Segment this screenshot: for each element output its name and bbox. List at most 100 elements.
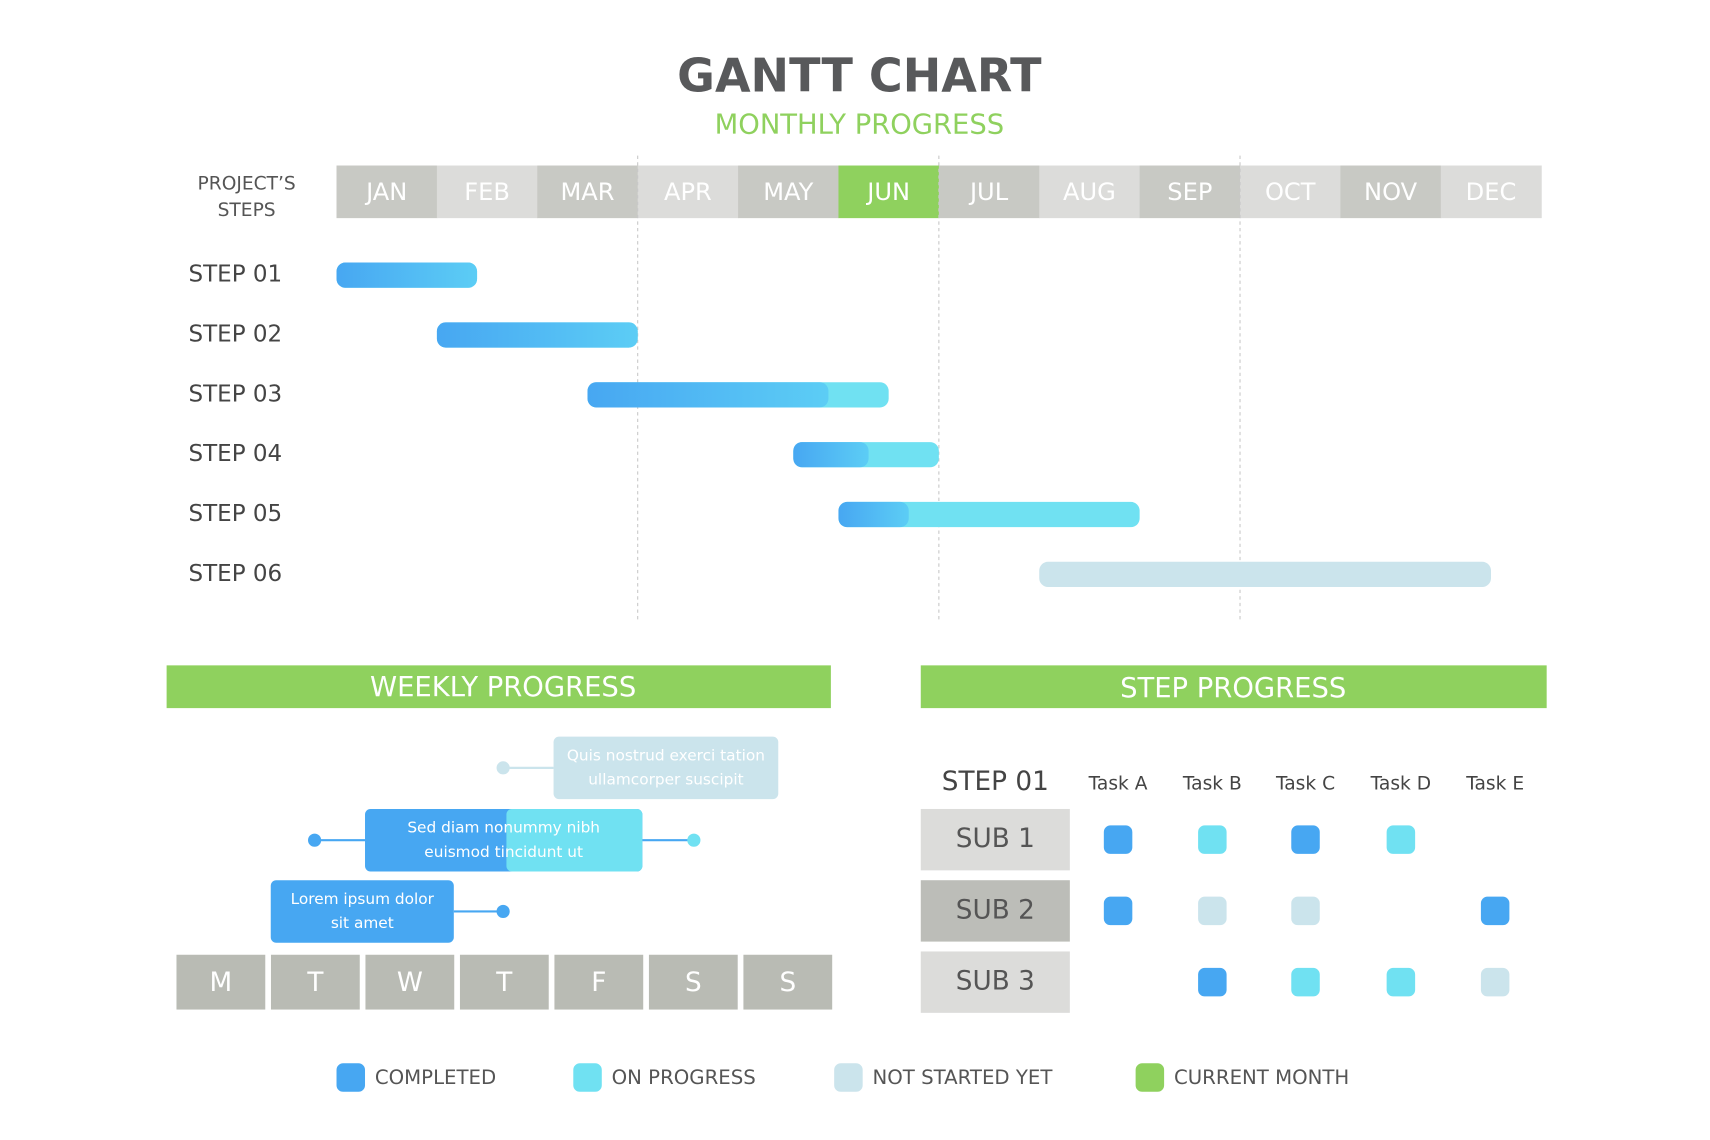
month-cell <box>738 165 840 219</box>
day-cell <box>459 954 549 1010</box>
task-column: Task B <box>1182 773 1242 794</box>
weekly-title: WEEKLY PROGRESS <box>370 672 636 703</box>
day-cell <box>270 954 360 1010</box>
row-header: PROJECT’S <box>198 174 296 195</box>
task-column: Task E <box>1465 773 1524 794</box>
note-text: sit amet <box>331 914 394 932</box>
note-dot <box>496 904 510 919</box>
month-label: DEC <box>1466 178 1517 206</box>
legend-swatch <box>1135 1063 1165 1092</box>
day-cell <box>365 954 455 1010</box>
row-header: STEPS <box>218 200 276 221</box>
chart-title: GANTT CHART <box>677 48 1042 102</box>
month-label: MAY <box>763 178 813 206</box>
step-title: STEP PROGRESS <box>1120 673 1346 704</box>
task-done-bar <box>436 322 638 348</box>
task-done-bar <box>336 262 478 288</box>
day-cell <box>743 954 833 1010</box>
sub-cell <box>920 808 1070 871</box>
legend-label: CURRENT MONTH <box>1174 1066 1349 1089</box>
month-label: NOV <box>1364 178 1418 206</box>
day-label: S <box>779 968 796 998</box>
status-cell <box>1291 896 1320 926</box>
task-column: Task A <box>1088 773 1148 794</box>
month-cell <box>1039 165 1141 219</box>
task-column: Task C <box>1275 773 1335 794</box>
legend-label: COMPLETED <box>375 1066 496 1089</box>
month-cell <box>1240 165 1341 219</box>
status-cell <box>1103 825 1133 854</box>
note-text: ullamcorper suscipit <box>588 770 743 788</box>
month-cell <box>938 165 1040 219</box>
note-box <box>553 736 779 800</box>
weekly-header <box>166 665 831 709</box>
month-label: JUL <box>968 178 1009 206</box>
step-header <box>920 665 1547 709</box>
step-label: STEP 06 <box>189 561 283 587</box>
month-label: JUN <box>865 178 910 206</box>
month-label: SEP <box>1167 178 1212 206</box>
note-box <box>270 880 454 943</box>
day-label: T <box>495 968 513 998</box>
day-label: W <box>397 968 423 998</box>
step-label: STEP 04 <box>189 441 283 467</box>
note-text: euismod tincidunt ut <box>424 843 583 861</box>
step-label: STEP 05 <box>189 501 283 527</box>
month-cell <box>1139 165 1241 219</box>
task-bar <box>1039 561 1491 587</box>
step-label: STEP 01 <box>189 262 283 288</box>
month-label: FEB <box>464 178 510 206</box>
note-box-part <box>506 808 643 872</box>
month-label: APR <box>664 178 712 206</box>
step-label: STEP 02 <box>189 321 283 347</box>
status-cell <box>1198 896 1227 926</box>
legend-swatch <box>834 1063 863 1092</box>
legend-label: NOT STARTED YET <box>873 1066 1054 1089</box>
day-cell <box>648 954 738 1010</box>
note-dot <box>308 833 322 847</box>
status-cell <box>1480 896 1510 926</box>
status-cell <box>1291 825 1320 854</box>
task-column: Task D <box>1370 773 1431 794</box>
legend-swatch <box>573 1063 602 1092</box>
month-cell <box>838 165 940 219</box>
month-cell <box>637 165 739 219</box>
month-cell <box>336 165 438 219</box>
day-label: T <box>306 968 324 998</box>
task-done-bar <box>793 442 869 468</box>
day-cell <box>554 954 644 1010</box>
day-label: M <box>210 968 233 998</box>
month-label: MAR <box>560 178 614 206</box>
month-label: JAN <box>364 178 407 206</box>
status-cell <box>1198 825 1227 854</box>
day-cell <box>176 954 266 1010</box>
legend-label: ON PROGRESS <box>612 1066 756 1089</box>
note-text: Lorem ipsum dolor <box>291 890 435 908</box>
status-cell <box>1103 896 1133 926</box>
status-cell <box>1386 967 1416 997</box>
legend-swatch <box>336 1063 366 1092</box>
sub-label: SUB 2 <box>956 895 1035 925</box>
month-cell <box>537 165 639 219</box>
sub-cell <box>920 951 1070 1013</box>
month-cell <box>436 165 538 219</box>
note-text: Quis nostrud exerci tation <box>567 746 765 764</box>
chart-subtitle: MONTHLY PROGRESS <box>715 110 1005 141</box>
status-cell <box>1386 825 1416 854</box>
step-name: STEP 01 <box>942 767 1049 797</box>
sub-label: SUB 1 <box>956 824 1035 854</box>
step-label: STEP 03 <box>189 381 283 407</box>
sub-cell <box>920 880 1070 942</box>
status-cell <box>1480 967 1510 997</box>
sub-label: SUB 3 <box>956 967 1035 997</box>
day-label: S <box>685 968 702 998</box>
day-label: F <box>591 968 606 998</box>
task-done-bar <box>587 382 829 408</box>
status-cell <box>1198 967 1227 997</box>
month-cell <box>1440 165 1542 219</box>
month-label: AUG <box>1063 178 1116 206</box>
task-done-bar <box>838 501 909 528</box>
month-label: OCT <box>1265 178 1316 206</box>
task-bar <box>838 501 1140 528</box>
